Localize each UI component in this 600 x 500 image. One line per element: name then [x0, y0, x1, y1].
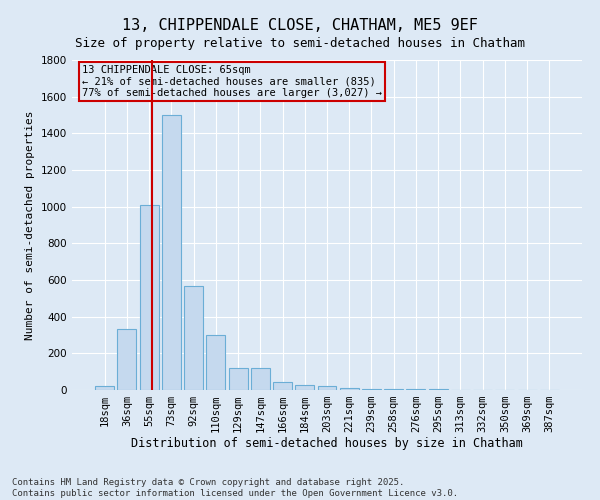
Bar — [340, 388, 359, 390]
Bar — [406, 389, 425, 390]
Bar — [273, 382, 292, 390]
Text: 13 CHIPPENDALE CLOSE: 65sqm
← 21% of semi-detached houses are smaller (835)
77% : 13 CHIPPENDALE CLOSE: 65sqm ← 21% of sem… — [82, 65, 382, 98]
Bar — [317, 386, 337, 390]
Bar — [229, 368, 248, 390]
Bar — [251, 368, 270, 390]
Y-axis label: Number of semi-detached properties: Number of semi-detached properties — [25, 110, 35, 340]
Bar — [295, 386, 314, 390]
Bar — [140, 205, 158, 390]
Text: Contains HM Land Registry data © Crown copyright and database right 2025.
Contai: Contains HM Land Registry data © Crown c… — [12, 478, 458, 498]
Bar — [206, 335, 225, 390]
Text: Size of property relative to semi-detached houses in Chatham: Size of property relative to semi-detach… — [75, 38, 525, 51]
Bar — [429, 389, 448, 390]
Bar — [162, 115, 181, 390]
Bar — [384, 389, 403, 390]
X-axis label: Distribution of semi-detached houses by size in Chatham: Distribution of semi-detached houses by … — [131, 436, 523, 450]
Bar — [118, 328, 136, 390]
Text: 13, CHIPPENDALE CLOSE, CHATHAM, ME5 9EF: 13, CHIPPENDALE CLOSE, CHATHAM, ME5 9EF — [122, 18, 478, 32]
Bar — [184, 286, 203, 390]
Bar — [95, 386, 114, 390]
Bar — [362, 389, 381, 390]
